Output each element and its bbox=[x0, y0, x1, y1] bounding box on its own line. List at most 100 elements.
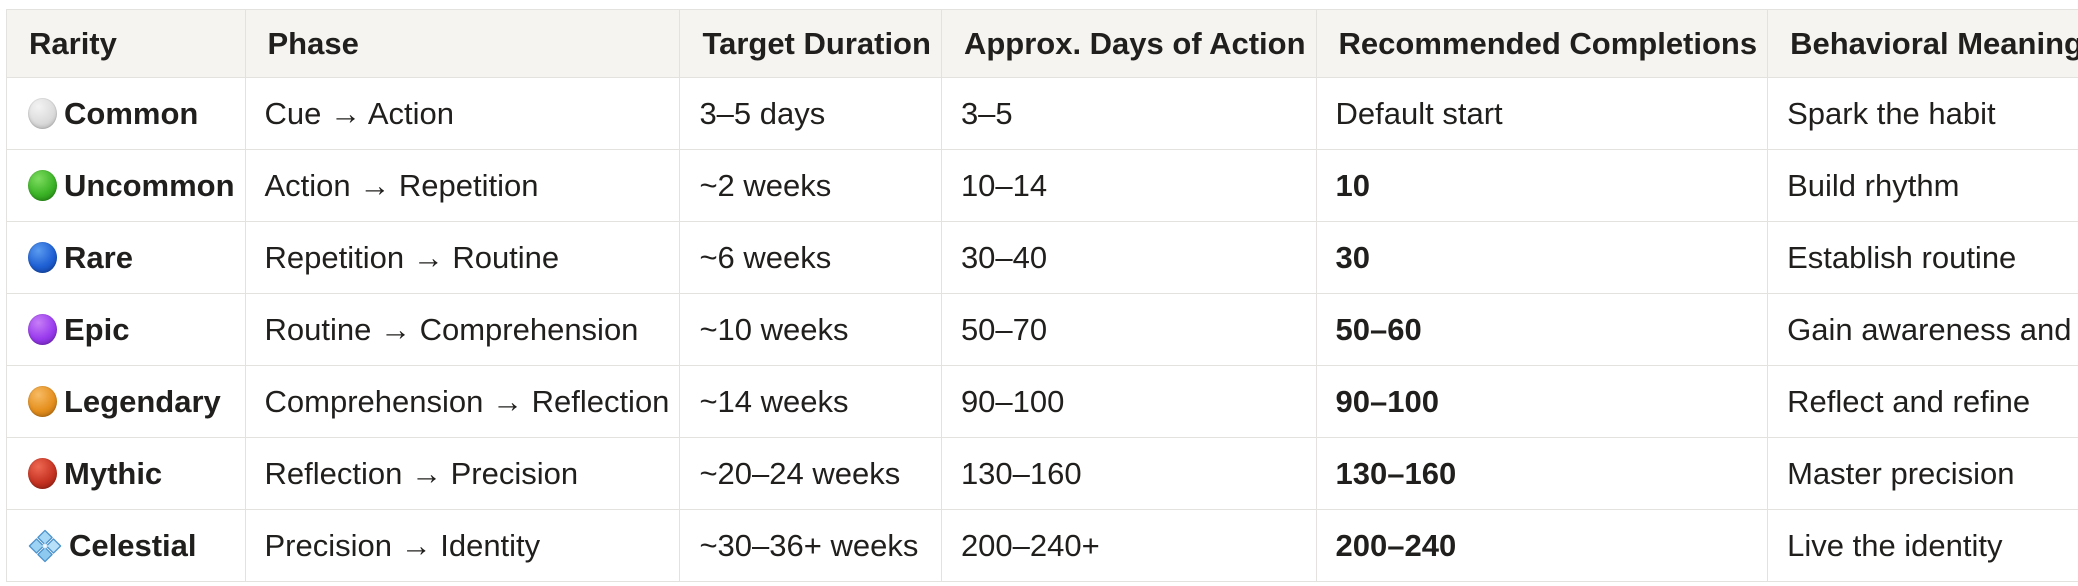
target-duration-text: 3–5 days bbox=[699, 95, 826, 131]
rarity-label: Common bbox=[64, 95, 199, 131]
approx-days-cell[interactable]: 10–14 bbox=[940, 149, 1317, 222]
behavioral-meaning-cell[interactable]: Build rhythm bbox=[1767, 149, 2078, 222]
rarity-label: Rare bbox=[64, 239, 133, 275]
rarity-dot-icon bbox=[28, 314, 57, 345]
approx-days-text: 3–5 bbox=[960, 95, 1013, 131]
behavioral-meaning-cell[interactable]: Master precision bbox=[1767, 437, 2078, 510]
phase-text: Precision → Identity bbox=[264, 527, 541, 563]
phase-cell[interactable]: Repetition → Routine bbox=[244, 221, 681, 294]
recommended-completions-text: 30 bbox=[1335, 239, 1371, 275]
approx-days-text: 50–70 bbox=[960, 311, 1048, 347]
recommended-completions-cell[interactable]: 50–60 bbox=[1315, 293, 1769, 366]
recommended-completions-cell[interactable]: 30 bbox=[1315, 221, 1769, 294]
phase-text: Cue → Action bbox=[264, 95, 455, 131]
rarity-label: Legendary bbox=[64, 383, 221, 419]
table-row: Uncommon Action → Repetition ~2 weeks 10… bbox=[6, 149, 2078, 222]
behavioral-meaning-text: Master precision bbox=[1787, 455, 2015, 491]
behavioral-meaning-text: Build rhythm bbox=[1787, 167, 1960, 203]
target-duration-cell[interactable]: ~14 weeks bbox=[679, 365, 942, 438]
behavioral-meaning-text: Live the identity bbox=[1787, 527, 2003, 563]
celestial-diamond-icon bbox=[28, 529, 62, 563]
target-duration-cell[interactable]: ~10 weeks bbox=[679, 293, 942, 366]
approx-days-cell[interactable]: 200–240+ bbox=[940, 509, 1317, 582]
rarity-label: Epic bbox=[64, 311, 130, 347]
recommended-completions-text: Default start bbox=[1335, 95, 1503, 131]
approx-days-text: 200–240+ bbox=[960, 527, 1100, 563]
table-row: Celestial Precision → Identity ~30–36+ w… bbox=[6, 509, 2078, 582]
behavioral-meaning-text: Establish routine bbox=[1787, 239, 2017, 275]
rarity-dot-icon bbox=[28, 242, 57, 273]
target-duration-cell[interactable]: ~6 weeks bbox=[679, 221, 942, 294]
approx-days-text: 30–40 bbox=[960, 239, 1048, 275]
approx-days-cell[interactable]: 3–5 bbox=[940, 77, 1317, 150]
col-header-recommended-completions[interactable]: Recommended Completions bbox=[1315, 9, 1769, 78]
target-duration-text: ~2 weeks bbox=[699, 167, 832, 203]
approx-days-cell[interactable]: 130–160 bbox=[940, 437, 1317, 510]
target-duration-cell[interactable]: ~30–36+ weeks bbox=[679, 509, 942, 582]
table-row: Common Cue → Action 3–5 days 3–5 Default… bbox=[6, 77, 2078, 150]
behavioral-meaning-cell[interactable]: Establish routine bbox=[1767, 221, 2078, 294]
phase-cell[interactable]: Action → Repetition bbox=[244, 149, 681, 222]
behavioral-meaning-text: Gain awareness and control bbox=[1787, 311, 2078, 347]
rarity-dot-icon bbox=[28, 386, 57, 417]
behavioral-meaning-cell[interactable]: Live the identity bbox=[1767, 509, 2078, 582]
phase-cell[interactable]: Routine → Comprehension bbox=[244, 293, 681, 366]
rarity-cell[interactable]: Uncommon bbox=[6, 149, 246, 222]
approx-days-text: 10–14 bbox=[960, 167, 1048, 203]
behavioral-meaning-cell[interactable]: Gain awareness and control bbox=[1767, 293, 2078, 366]
recommended-completions-cell[interactable]: 200–240 bbox=[1315, 509, 1769, 582]
phase-cell[interactable]: Reflection → Precision bbox=[244, 437, 681, 510]
phase-cell[interactable]: Cue → Action bbox=[244, 77, 681, 150]
phase-text: Reflection → Precision bbox=[264, 455, 579, 491]
behavioral-meaning-text: Spark the habit bbox=[1787, 95, 1996, 131]
target-duration-text: ~30–36+ weeks bbox=[699, 527, 919, 563]
col-header-phase[interactable]: Phase bbox=[244, 9, 681, 78]
header-row: Rarity Phase Target Duration Approx. Day… bbox=[6, 9, 2078, 78]
rarity-cell[interactable]: Common bbox=[6, 77, 246, 150]
recommended-completions-cell[interactable]: 130–160 bbox=[1315, 437, 1769, 510]
target-duration-cell[interactable]: ~2 weeks bbox=[679, 149, 942, 222]
target-duration-cell[interactable]: 3–5 days bbox=[679, 77, 942, 150]
rarity-dot-icon bbox=[28, 98, 57, 129]
approx-days-cell[interactable]: 90–100 bbox=[940, 365, 1317, 438]
recommended-completions-cell[interactable]: 90–100 bbox=[1315, 365, 1769, 438]
behavioral-meaning-cell[interactable]: Spark the habit bbox=[1767, 77, 2078, 150]
table-row: Legendary Comprehension → Reflection ~14… bbox=[6, 365, 2078, 438]
col-header-target-duration[interactable]: Target Duration bbox=[679, 9, 942, 78]
phase-cell[interactable]: Comprehension → Reflection bbox=[244, 365, 681, 438]
rarity-cell[interactable]: Mythic bbox=[6, 437, 246, 510]
rarity-cell[interactable]: Rare bbox=[6, 221, 246, 294]
phase-text: Repetition → Routine bbox=[264, 239, 560, 275]
phase-text: Routine → Comprehension bbox=[264, 311, 639, 347]
target-duration-text: ~10 weeks bbox=[699, 311, 849, 347]
table-row: Rare Repetition → Routine ~6 weeks 30–40… bbox=[6, 221, 2078, 294]
rarity-dot-icon bbox=[28, 170, 57, 201]
rarity-label: Mythic bbox=[64, 455, 163, 491]
approx-days-cell[interactable]: 50–70 bbox=[940, 293, 1317, 366]
phase-text: Action → Repetition bbox=[264, 167, 539, 203]
recommended-completions-text: 90–100 bbox=[1335, 383, 1439, 419]
phase-cell[interactable]: Precision → Identity bbox=[244, 509, 681, 582]
rarity-table: Rarity Phase Target Duration Approx. Day… bbox=[6, 9, 2078, 582]
rarity-label: Celestial bbox=[69, 527, 197, 563]
recommended-completions-text: 130–160 bbox=[1335, 455, 1457, 491]
behavioral-meaning-cell[interactable]: Reflect and refine bbox=[1767, 365, 2078, 438]
rarity-label: Uncommon bbox=[64, 167, 235, 203]
rarity-cell[interactable]: Epic bbox=[6, 293, 246, 366]
recommended-completions-cell[interactable]: 10 bbox=[1315, 149, 1769, 222]
approx-days-cell[interactable]: 30–40 bbox=[940, 221, 1317, 294]
col-header-approx-days[interactable]: Approx. Days of Action bbox=[940, 9, 1317, 78]
approx-days-text: 90–100 bbox=[960, 383, 1065, 419]
recommended-completions-cell[interactable]: Default start bbox=[1315, 77, 1769, 150]
recommended-completions-text: 50–60 bbox=[1335, 311, 1422, 347]
rarity-cell[interactable]: Celestial bbox=[6, 509, 246, 582]
target-duration-text: ~20–24 weeks bbox=[699, 455, 901, 491]
col-header-behavioral-meaning[interactable]: Behavioral Meaning bbox=[1767, 9, 2078, 78]
target-duration-cell[interactable]: ~20–24 weeks bbox=[679, 437, 942, 510]
rarity-cell[interactable]: Legendary bbox=[6, 365, 246, 438]
behavioral-meaning-text: Reflect and refine bbox=[1787, 383, 2031, 419]
col-header-rarity[interactable]: Rarity bbox=[6, 9, 246, 78]
table-row: Mythic Reflection → Precision ~20–24 wee… bbox=[6, 437, 2078, 510]
recommended-completions-text: 200–240 bbox=[1335, 527, 1457, 563]
target-duration-text: ~14 weeks bbox=[699, 383, 849, 419]
